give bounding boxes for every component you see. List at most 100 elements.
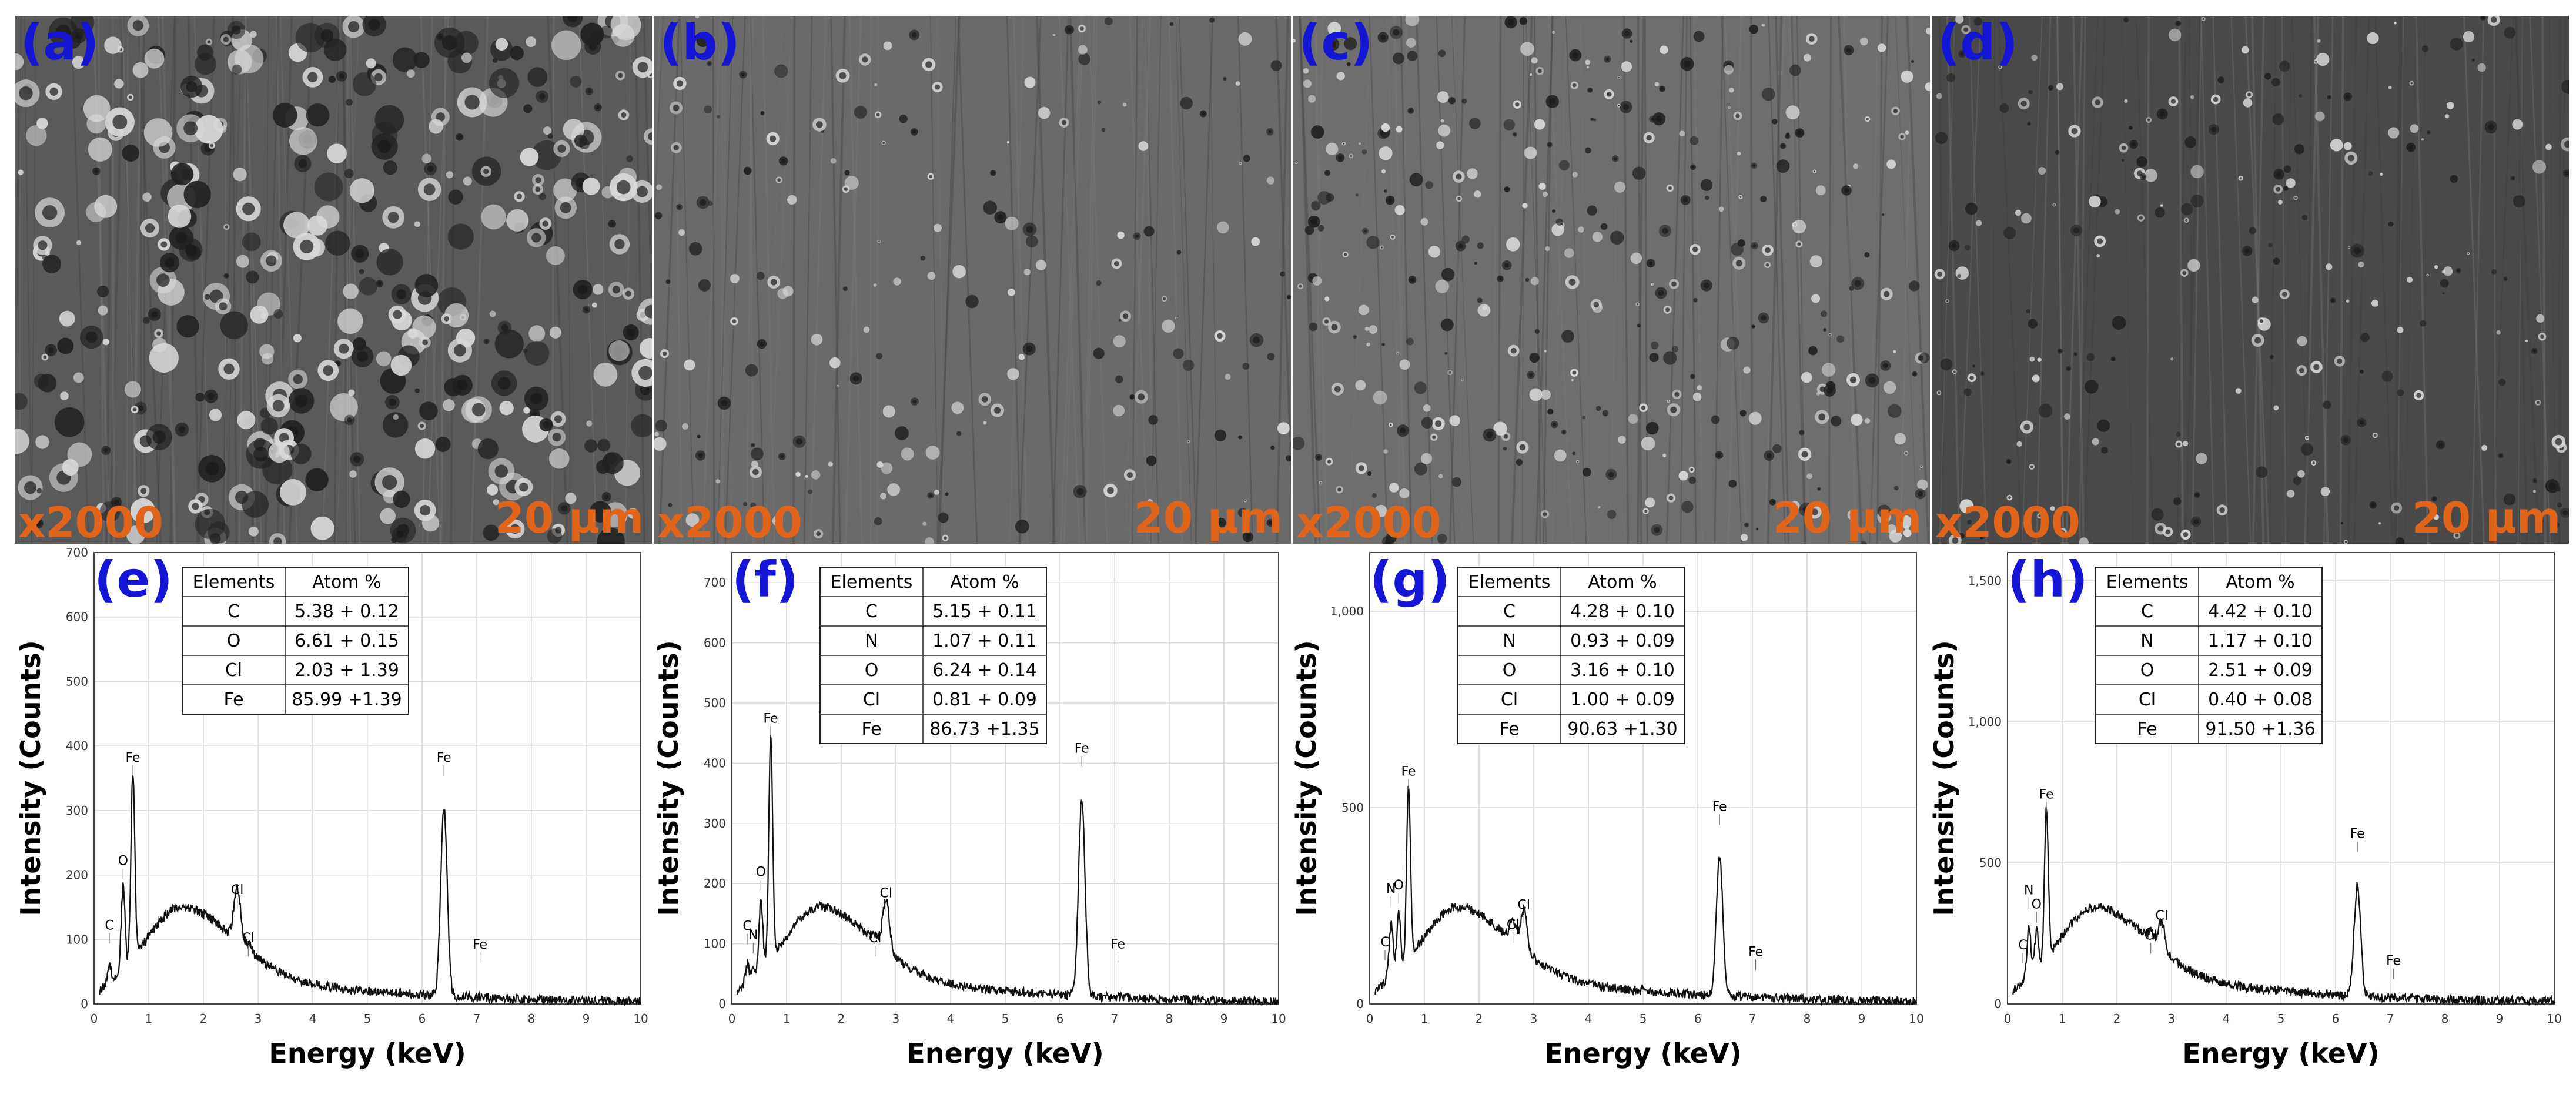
sem-pit	[1866, 118, 1869, 120]
sem-streak	[1680, 16, 1688, 544]
sem-particle	[1005, 216, 1019, 230]
peak-label: Fe	[437, 751, 451, 765]
sem-particle	[1520, 42, 1534, 56]
sem-pit	[165, 257, 175, 268]
sem-pit	[1553, 423, 1557, 427]
sem-particle	[1506, 237, 1520, 252]
sem-pit	[1343, 142, 1345, 145]
sem-pit	[752, 468, 759, 476]
sem-pit	[137, 405, 144, 411]
sem-pit	[1553, 210, 1555, 212]
sem-particle	[260, 417, 278, 435]
sem-pit	[389, 398, 396, 406]
sem-pit	[1668, 186, 1672, 190]
sem-particle	[1525, 277, 1530, 282]
sem-particle	[1789, 64, 1801, 76]
sem-streak	[2548, 16, 2557, 544]
sem-pit	[2410, 82, 2413, 85]
x-tick-label: 7	[2387, 1012, 2394, 1026]
sem-pit	[1338, 155, 1343, 160]
sem-particle	[668, 503, 673, 507]
sem-particle	[2557, 502, 2562, 508]
sem-pit	[2176, 22, 2180, 25]
sem-streak	[1052, 16, 1069, 544]
sem-pit	[1130, 396, 1133, 399]
sem-pit	[1410, 277, 1415, 282]
sem-particle	[419, 401, 438, 420]
sem-streak	[1842, 16, 1857, 544]
sem-particle	[1545, 246, 1550, 252]
sem-particle	[1024, 76, 1036, 88]
x-tick-label: 7	[1749, 1012, 1757, 1026]
sem-particle	[1414, 462, 1427, 476]
sem-particle	[382, 412, 409, 438]
sem-particle	[272, 102, 297, 128]
sem-particle	[380, 508, 396, 524]
sem-particle	[2050, 506, 2055, 511]
composition-table: Elements Atom % C 5.38 + 0.12 O 6.61 + 0.15 Cl…	[182, 567, 409, 715]
sem-particle	[2297, 470, 2305, 478]
sem-particle	[481, 204, 506, 230]
sem-pit	[2281, 292, 2287, 297]
sem-streak	[1893, 16, 1919, 544]
sem-particle	[2340, 522, 2343, 525]
sem-particle	[688, 242, 702, 256]
sem-particle	[1006, 140, 1010, 144]
sem-streak	[1449, 16, 1466, 544]
sem-pit	[912, 130, 916, 134]
sem-streak	[717, 16, 734, 544]
scale-label: 20 μm	[2411, 493, 2561, 543]
sem-pit	[604, 494, 609, 500]
y-axis-label: Intensity (Counts)	[653, 640, 684, 916]
sem-pit	[300, 239, 314, 254]
sem-pit	[1674, 391, 1680, 397]
sem-particle	[1804, 53, 1811, 62]
sem-particle	[414, 273, 439, 297]
x-tick-label: 1	[1421, 1012, 1428, 1026]
sem-particle	[1552, 31, 1555, 34]
sem-streak	[2079, 16, 2086, 544]
sem-particle	[2182, 440, 2189, 447]
sem-pit	[1076, 488, 1083, 496]
sem-pit	[160, 241, 168, 248]
sem-particle	[2360, 333, 2370, 342]
sem-particle	[697, 434, 701, 438]
sem-streak	[2515, 16, 2528, 544]
peak-label: N	[748, 928, 758, 943]
peak-label: N	[2024, 883, 2033, 898]
table-cell: N	[865, 631, 878, 651]
sem-particle	[414, 438, 436, 459]
sem-pit	[353, 456, 361, 463]
sem-streak	[1938, 16, 1945, 544]
sem-streak	[109, 16, 125, 544]
sem-pit	[2147, 118, 2150, 122]
sem-streak	[1069, 16, 1087, 544]
sem-streak	[2304, 16, 2319, 544]
sem-pit	[128, 95, 132, 99]
x-axis-label: Energy (keV)	[269, 1037, 466, 1069]
sem-streak	[2252, 16, 2265, 544]
table-cell: 91.50 +1.36	[2205, 719, 2315, 739]
sem-particle	[242, 491, 269, 518]
sem-particle	[2299, 94, 2303, 98]
y-tick-label: 300	[66, 804, 88, 818]
sem-pit	[2331, 299, 2335, 302]
sem-streak	[1125, 16, 1143, 544]
sem-particle	[2173, 497, 2182, 506]
sem-streak	[2056, 16, 2063, 544]
sem-streak	[1511, 16, 1533, 544]
sem-streak	[1132, 16, 1138, 544]
sem-particle	[927, 272, 936, 280]
sem-streak	[2291, 16, 2309, 544]
sem-pit	[1735, 260, 1742, 267]
sem-pit	[929, 494, 932, 497]
sem-particle	[2155, 207, 2165, 218]
sem-particle	[881, 462, 893, 474]
sem-particle	[1148, 414, 1158, 425]
sem-pit	[1605, 57, 1610, 61]
sem-pit	[1223, 78, 1226, 80]
sem-pit	[816, 121, 823, 128]
sem-pit	[1921, 466, 1922, 468]
sem-particle	[1864, 252, 1870, 258]
sem-particle	[2450, 175, 2458, 183]
